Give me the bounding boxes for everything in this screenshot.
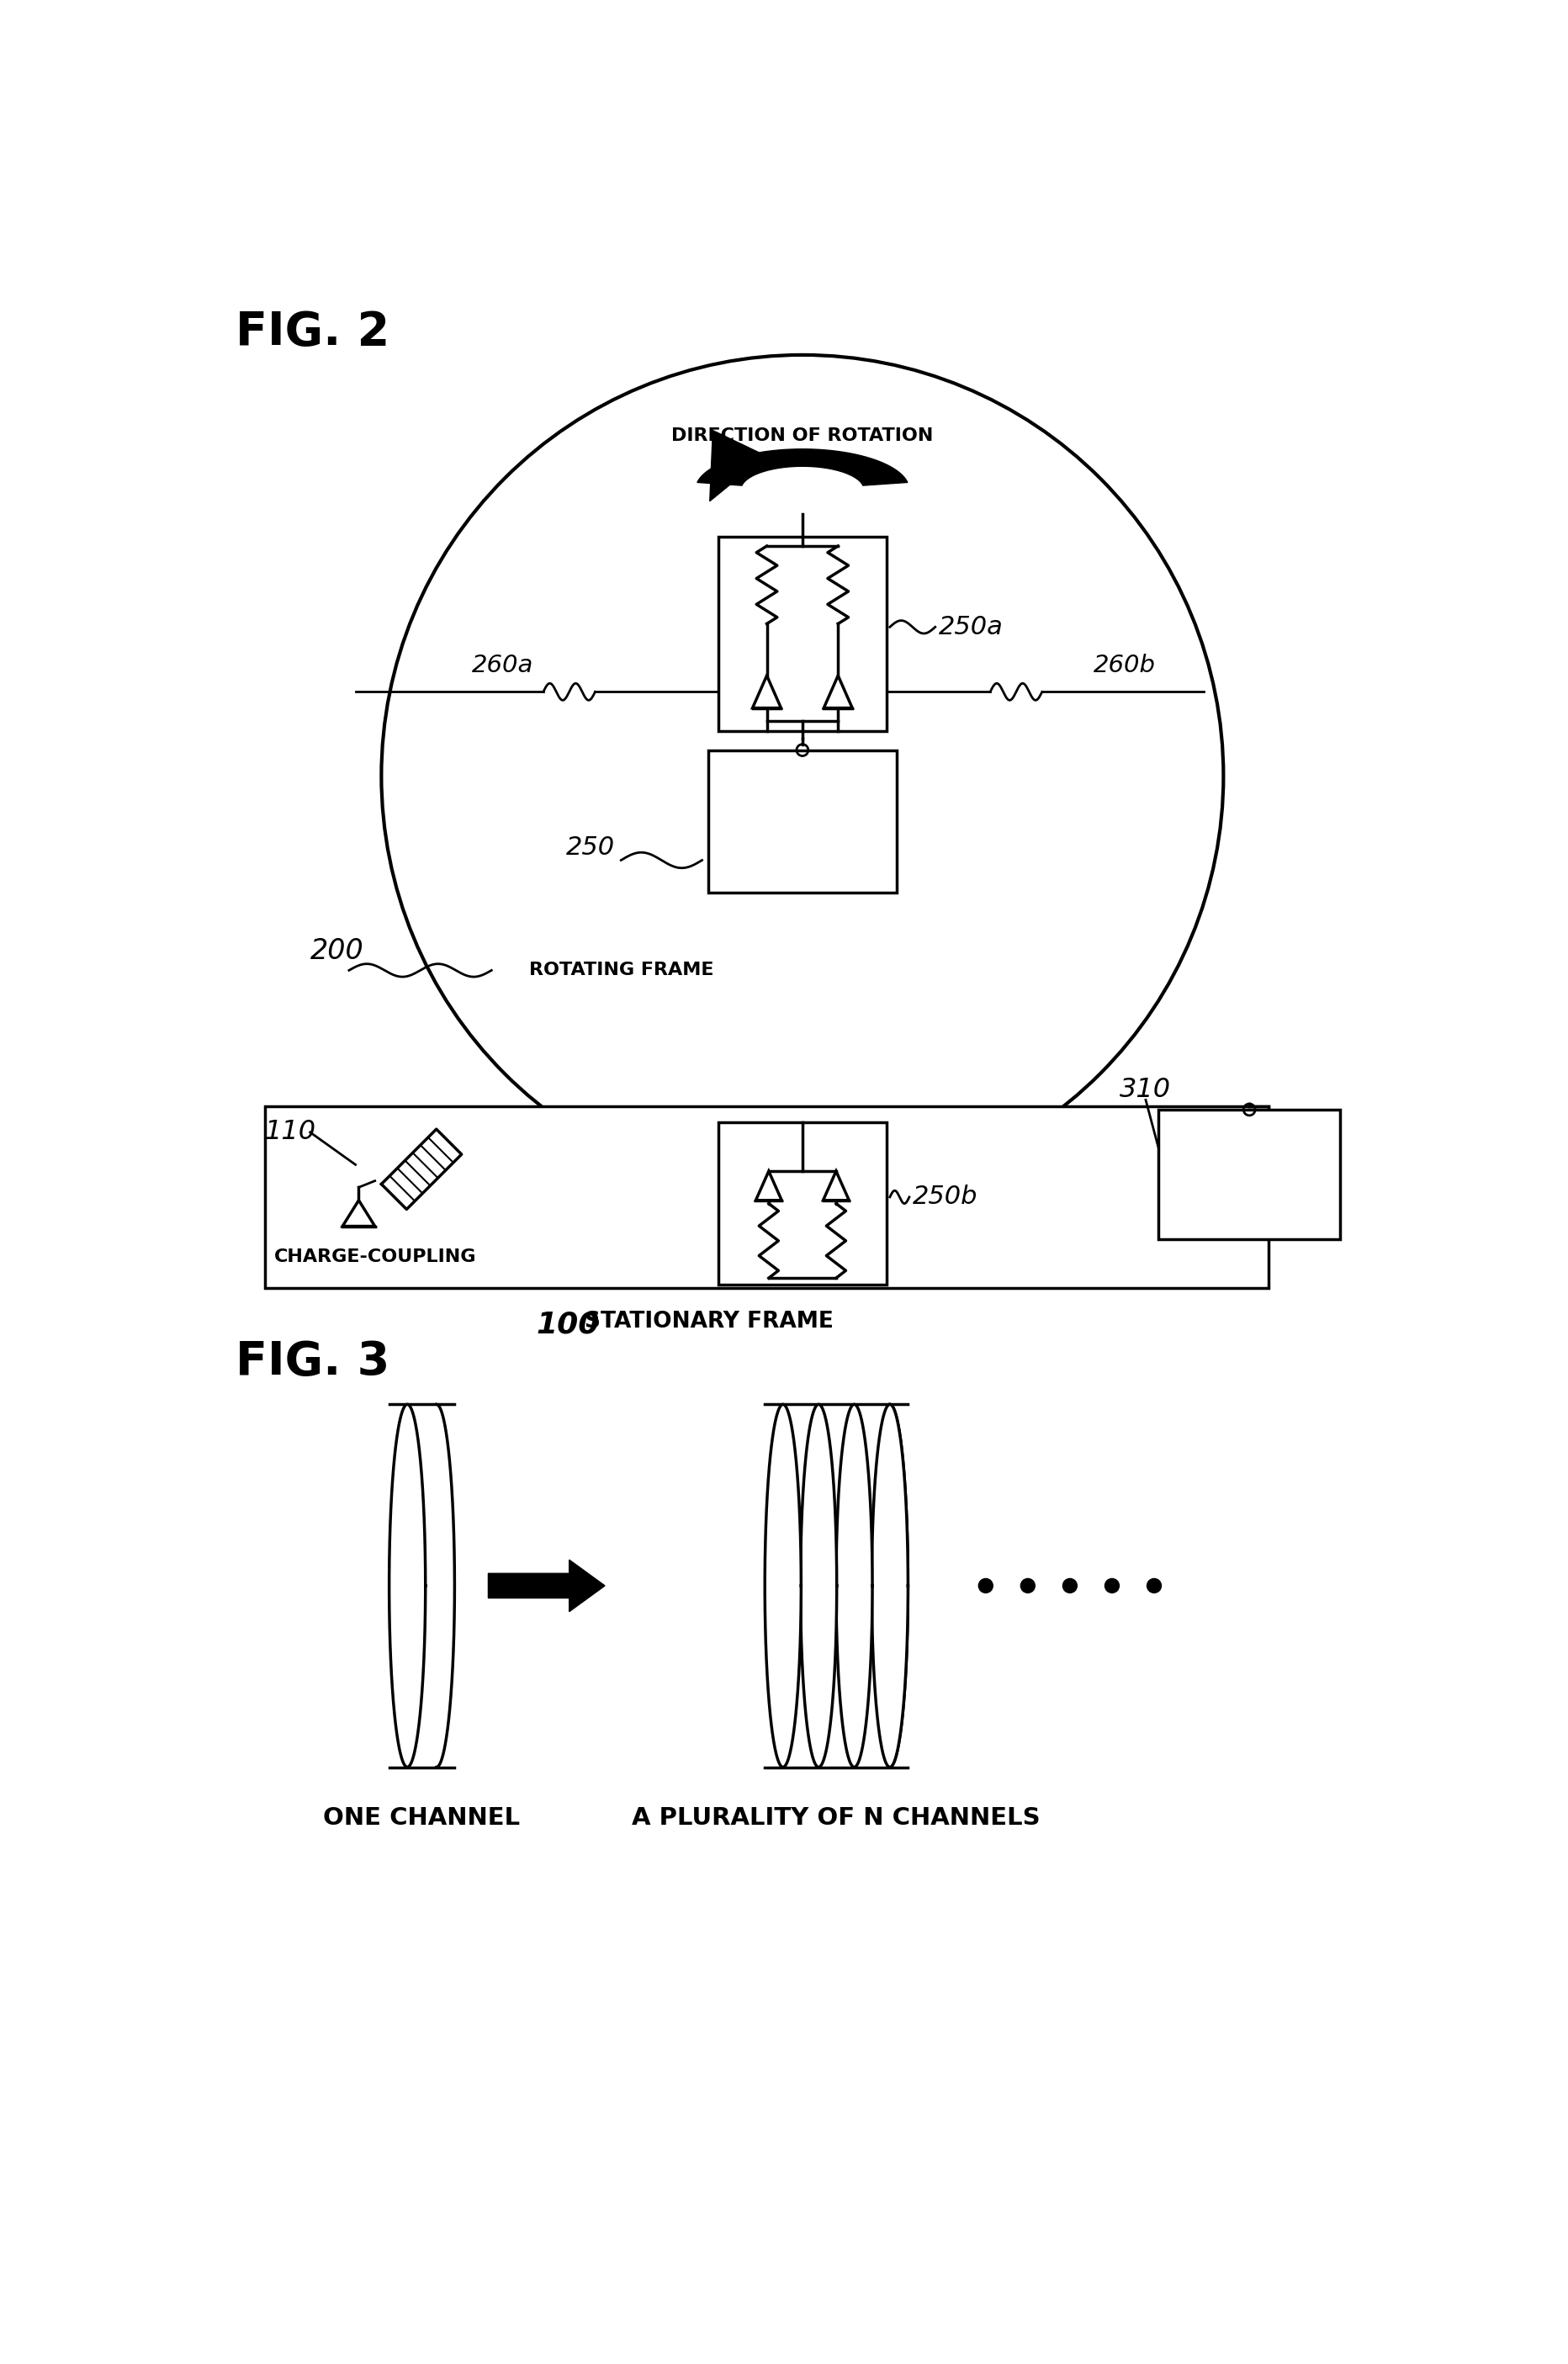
Text: TRANSMISSION
UNIT: TRANSMISSION UNIT: [728, 804, 877, 839]
Text: 250: 250: [566, 834, 615, 860]
Circle shape: [1104, 1579, 1118, 1593]
Bar: [718, 1123, 886, 1284]
Text: 310: 310: [1120, 1078, 1171, 1104]
Text: FIG. 3: FIG. 3: [235, 1340, 389, 1385]
FancyArrow shape: [488, 1560, 605, 1612]
Text: A PLURALITY OF N CHANNELS: A PLURALITY OF N CHANNELS: [632, 1806, 1040, 1830]
Text: CHARGE-COUPLING: CHARGE-COUPLING: [274, 1248, 477, 1265]
Text: ROTATING FRAME: ROTATING FRAME: [528, 962, 713, 979]
Text: 100: 100: [536, 1310, 599, 1338]
Polygon shape: [696, 449, 906, 485]
Circle shape: [1146, 1579, 1160, 1593]
Bar: [718, 537, 886, 730]
Text: 200: 200: [310, 936, 364, 965]
Text: RECEPTION UNIT: RECEPTION UNIT: [1171, 1165, 1325, 1182]
Polygon shape: [836, 1404, 872, 1768]
Bar: [1159, 1109, 1339, 1239]
Text: ONE CHANNEL: ONE CHANNEL: [323, 1806, 521, 1830]
Text: 250a: 250a: [938, 615, 1002, 638]
Polygon shape: [381, 1130, 461, 1210]
Text: 260a: 260a: [472, 655, 533, 678]
Text: 260b: 260b: [1093, 655, 1156, 678]
Circle shape: [978, 1579, 993, 1593]
Polygon shape: [800, 1404, 836, 1768]
Text: FIG. 2: FIG. 2: [235, 310, 389, 355]
Polygon shape: [709, 430, 765, 501]
Text: STATIONARY FRAME: STATIONARY FRAME: [585, 1310, 833, 1333]
Bar: [265, 1106, 1269, 1288]
Circle shape: [1062, 1579, 1077, 1593]
Text: 110: 110: [265, 1118, 317, 1144]
Circle shape: [1021, 1579, 1035, 1593]
Text: 250b: 250b: [913, 1184, 977, 1210]
Polygon shape: [389, 1404, 425, 1768]
Polygon shape: [872, 1404, 908, 1768]
Polygon shape: [765, 1404, 801, 1768]
Bar: [709, 749, 895, 894]
Text: DIRECTION OF ROTATION: DIRECTION OF ROTATION: [671, 428, 933, 444]
